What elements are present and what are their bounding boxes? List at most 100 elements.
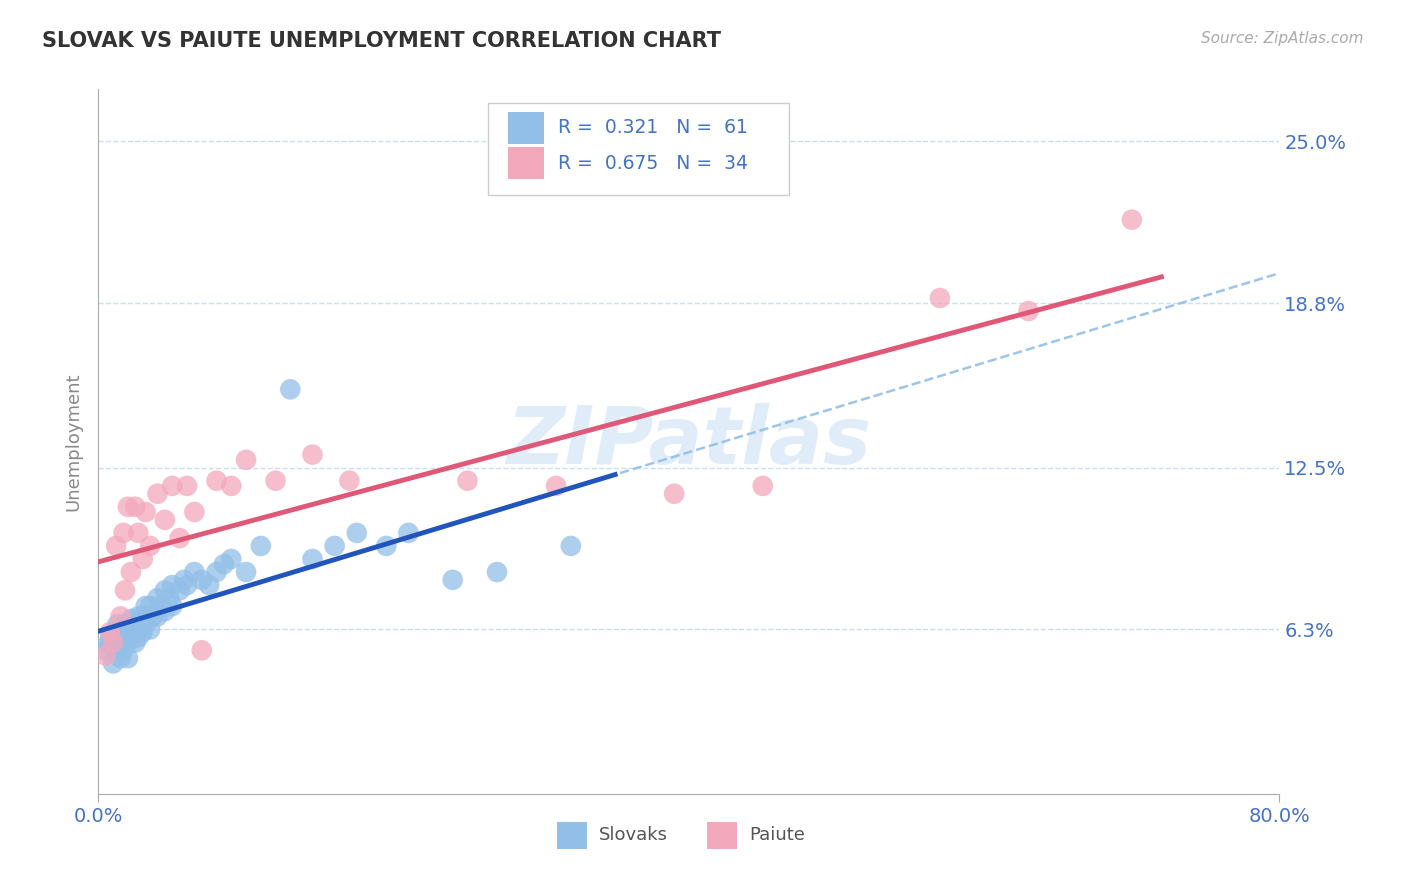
Point [94,648,117,663]
Point [97,635,120,649]
Point [398,525,420,540]
Bar [508,147,544,179]
Point [205,474,228,488]
Point [1121,212,1143,227]
Point [183,565,205,579]
Point [149,599,172,613]
Point [546,479,568,493]
Point [110,651,132,665]
Point [346,525,368,540]
Point [136,609,159,624]
Point [127,630,149,644]
Point [139,539,162,553]
Point [105,643,128,657]
Point [112,643,135,657]
Point [98,630,121,644]
Point [153,513,176,527]
Point [124,635,146,649]
Point [162,599,183,613]
Point [122,623,145,637]
Point [205,565,228,579]
Point [107,617,129,632]
Point [664,487,686,501]
Point [103,638,125,652]
Point [146,591,169,606]
Point [339,474,361,488]
Point [486,565,509,579]
Point [117,617,139,632]
Point [117,500,139,514]
Point [157,591,180,606]
Point [114,617,136,632]
Bar [557,822,588,849]
Text: ZIPatlas: ZIPatlas [506,402,872,481]
Point [191,573,214,587]
Point [114,635,136,649]
Text: Paiute: Paiute [749,827,806,845]
Point [221,479,243,493]
Point [120,612,142,626]
Point [1018,304,1040,318]
Text: Slovaks: Slovaks [599,827,668,845]
Bar [707,822,737,849]
Point [135,505,157,519]
Point [301,552,323,566]
Point [301,448,323,462]
Point [124,500,146,514]
Point [128,623,150,637]
Text: Source: ZipAtlas.com: Source: ZipAtlas.com [1201,31,1364,46]
Point [176,578,198,592]
Point [124,617,146,632]
Point [280,382,302,396]
Point [107,630,129,644]
Point [112,625,135,640]
Point [221,552,243,566]
Point [117,635,139,649]
FancyBboxPatch shape [488,103,789,194]
Point [560,539,582,553]
Point [169,583,191,598]
Point [132,609,155,624]
Point [250,539,273,553]
Point [139,599,162,613]
Point [752,479,775,493]
Point [114,583,136,598]
Point [153,604,176,618]
Point [162,578,183,592]
Text: SLOVAK VS PAIUTE UNEMPLOYMENT CORRELATION CHART: SLOVAK VS PAIUTE UNEMPLOYMENT CORRELATIO… [42,31,721,51]
Point [212,558,235,572]
Point [441,573,464,587]
Point [169,531,191,545]
Point [146,487,169,501]
Text: R =  0.675   N =  34: R = 0.675 N = 34 [558,153,748,173]
Point [112,525,135,540]
Y-axis label: Unemployment: Unemployment [65,372,83,511]
Point [153,583,176,598]
Point [135,617,157,632]
Point [135,599,157,613]
Point [173,573,195,587]
Point [162,479,183,493]
Point [132,625,155,640]
Point [235,565,257,579]
Point [127,609,149,624]
Point [176,479,198,493]
Bar [508,112,544,144]
Point [142,609,165,624]
Point [929,291,952,305]
Point [105,539,128,553]
Point [103,635,125,649]
Point [191,643,214,657]
Point [120,565,142,579]
Point [235,452,257,467]
Point [457,474,479,488]
Point [146,609,169,624]
Point [132,552,155,566]
Point [117,651,139,665]
Point [139,623,162,637]
Point [127,525,149,540]
Point [110,609,132,624]
Text: R =  0.321   N =  61: R = 0.321 N = 61 [558,119,748,137]
Point [103,657,125,671]
Point [110,630,132,644]
